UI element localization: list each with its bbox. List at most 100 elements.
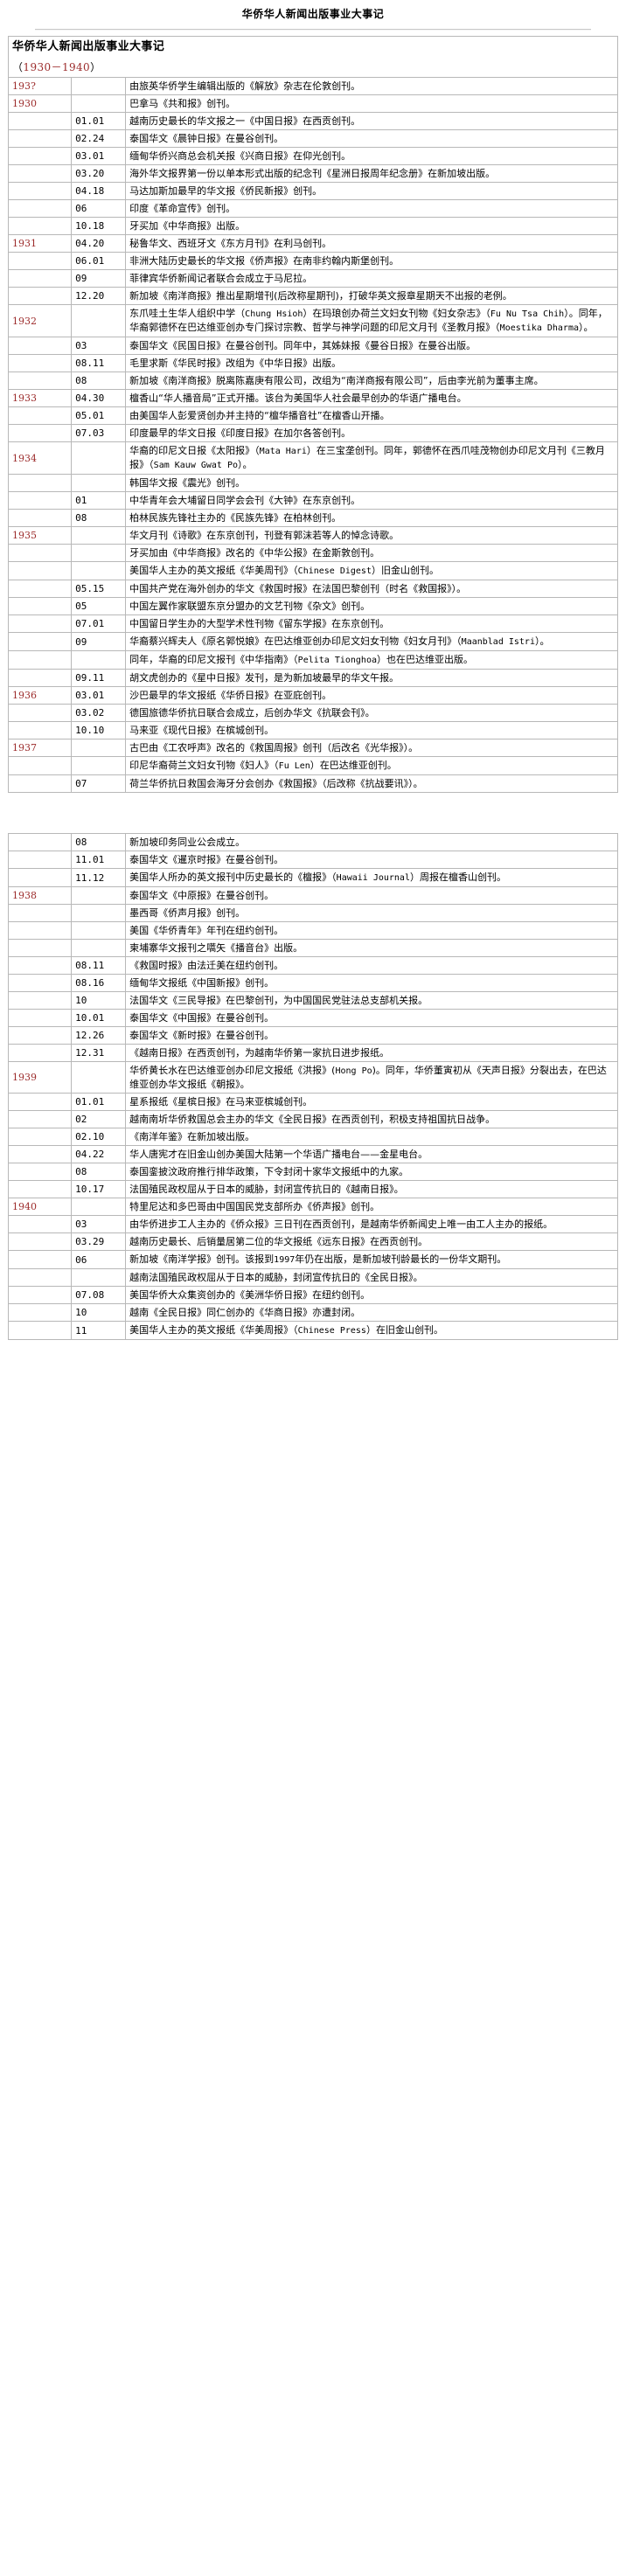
- event-cell: 印度《革命宣传》创刊。: [125, 199, 618, 218]
- year-cell: [7, 956, 73, 975]
- event-cell: 缅甸华文报纸《中国新报》创刊。: [125, 974, 618, 992]
- year-cell: [7, 904, 73, 922]
- year-cell: [7, 147, 73, 165]
- date-cell: [71, 886, 127, 905]
- table1-subtitle: （1930－1940）: [12, 61, 101, 73]
- event-cell: 新加坡《南洋学报》创刊。该报到1997年仍在出版，是新加坡刊龄最长的一份华文期刊…: [125, 1250, 618, 1269]
- table-row: 03.01 缅甸华侨兴商总会机关报《兴商日报》在仰光创刊。: [7, 147, 618, 165]
- year-cell: [7, 129, 73, 148]
- table-row: 08 新加坡《南洋商报》脱离陈嘉庚有限公司，改组为“南洋商报有限公司”，后由李光前…: [7, 371, 618, 390]
- table-row: 柬埔寨华文报刊之嚆矢《播音台》出版。: [7, 939, 618, 957]
- table-row: 04.18 马达加斯加最早的华文报《侨民新报》创刊。: [7, 182, 618, 200]
- date-cell: 05: [71, 597, 127, 615]
- event-cell: 胡文虎创办的《星中日报》发刊，是为新加坡最早的华文午报。: [125, 669, 618, 687]
- event-cell: 荷兰华侨抗日救国会海牙分会创办《救国报》（后改称《抗战要讯》）。: [125, 774, 618, 793]
- table-row: 牙买加由《中华商报》改名的《中华公报》在金斯敦创刊。: [7, 544, 618, 562]
- table1-body: 华侨华人新闻出版事业大事记 （1930－1940） 193? 由旅英华侨学生编辑出…: [7, 36, 618, 793]
- date-cell: [71, 304, 127, 337]
- event-cell: 法国殖民政权屈从于日本的威胁，封闭宣传抗日的《越南日报》。: [125, 1180, 618, 1198]
- year-cell: [7, 199, 73, 218]
- date-cell: 01: [71, 491, 127, 510]
- date-cell: 07.08: [71, 1286, 127, 1304]
- event-cell: 《南洋年鉴》在新加坡出版。: [125, 1128, 618, 1146]
- date-cell: 01.01: [71, 1093, 127, 1111]
- table-row: 04.22 华人唐宪才在旧金山创办美国大陆第一个华语广播电台——金星电台。: [7, 1145, 618, 1163]
- table-row: 10.18 牙买加《中华商报》出版。: [7, 217, 618, 235]
- event-cell: 柬埔寨华文报刊之嚆矢《播音台》出版。: [125, 939, 618, 957]
- date-cell: 10: [71, 1303, 127, 1322]
- year-cell: [7, 424, 73, 442]
- year-cell: [7, 112, 73, 130]
- event-cell: 泰国华文《中国报》在曼谷创刊。: [125, 1009, 618, 1027]
- event-cell: 越南南圻华侨救国总会主办的华文《全民日报》在西贡创刊，积极支持祖国抗日战争。: [125, 1110, 618, 1128]
- event-cell: 泰国銮披汶政府推行排华政策，下令封闭十家华文报纸中的九家。: [125, 1163, 618, 1181]
- year-cell: 1934: [7, 441, 73, 475]
- table-row: 10.10 马来亚《现代日报》在槟城创刊。: [7, 721, 618, 739]
- year-cell: [7, 1044, 73, 1062]
- table-row: 12.20 新加坡《南洋商报》推出星期增刊(后改称星期刊)，打破华英文报章星期天不…: [7, 287, 618, 305]
- event-cell: 中国左翼作家联盟东京分盟办的文艺刊物《杂文》创刊。: [125, 597, 618, 615]
- table-row: 05.15 中国共产党在海外创办的华文《救国时报》在法国巴黎创刊（时名《救国报》）…: [7, 580, 618, 598]
- year-cell: 1931: [7, 234, 73, 253]
- year-cell: [7, 704, 73, 722]
- table-row: 1936 03.01 沙巴最早的华文报纸《华侨日报》在亚庇创刊。: [7, 686, 618, 705]
- subtitle-suffix: ）: [90, 61, 101, 73]
- table-row: 08 泰国銮披汶政府推行排华政策，下令封闭十家华文报纸中的九家。: [7, 1163, 618, 1181]
- event-cell: 星系报纸《星槟日报》在马来亚槟城创刊。: [125, 1093, 618, 1111]
- event-cell: 华文月刊《诗歌》在东京创刊，刊登有郭沫若等人的悼念诗歌。: [125, 526, 618, 545]
- year-cell: [7, 1110, 73, 1128]
- event-cell: 中国留日学生办的大型学术性刊物《留东学报》在东京创刊。: [125, 614, 618, 633]
- event-cell: 柏林民族先锋社主办的《民族先锋》在柏林创刊。: [125, 509, 618, 527]
- date-cell: 12.20: [71, 287, 127, 305]
- year-cell: [7, 921, 73, 940]
- event-cell: 美国华侨大众集资创办的《美洲华侨日报》在纽约创刊。: [125, 1286, 618, 1304]
- table-row: 11.01 泰国华文《暹京时报》在曼谷创刊。: [7, 851, 618, 869]
- event-cell: 韩国华文报《震光》创刊。: [125, 474, 618, 492]
- year-cell: [7, 597, 73, 615]
- table1-subtitle-row: （1930－1940）: [8, 58, 618, 78]
- year-cell: [7, 1303, 73, 1322]
- year-cell: 1937: [7, 739, 73, 757]
- year-cell: [7, 252, 73, 270]
- table-row: 印尼华裔荷兰文妇女刊物《妇人》（Fu Len）在巴达维亚创刊。: [7, 756, 618, 775]
- date-cell: 03.02: [71, 704, 127, 722]
- date-cell: 12.26: [71, 1026, 127, 1045]
- date-cell: 10.01: [71, 1009, 127, 1027]
- document-header: 华侨华人新闻出版事业大事记: [0, 0, 626, 31]
- table-row: 美国《华侨青年》年刊在纽约创刊。: [7, 921, 618, 940]
- event-cell: 新加坡《南洋商报》推出星期增刊(后改称星期刊)，打破华英文报章星期天不出报的老例…: [125, 287, 618, 305]
- date-cell: 10: [71, 991, 127, 1010]
- table1-subtitle-cell: （1930－1940）: [8, 58, 618, 78]
- event-cell: 檀香山“华人播音局”正式开播。该台为美国华人社会最早创办的华语广播电台。: [125, 389, 618, 407]
- event-cell: 非洲大陆历史最长的华文报《侨声报》在南非约翰内斯堡创刊。: [125, 252, 618, 270]
- date-cell: [71, 77, 127, 95]
- event-cell: 美国华人主办的英文报纸《华美周报》（Chinese Press）在旧金山创刊。: [125, 1321, 618, 1340]
- year-cell: 1935: [7, 526, 73, 545]
- date-cell: 03.01: [71, 686, 127, 705]
- year-cell: 1938: [7, 886, 73, 905]
- year-cell: [7, 614, 73, 633]
- table-row: 06 新加坡《南洋学报》创刊。该报到1997年仍在出版，是新加坡刊龄最长的一份华文…: [7, 1250, 618, 1269]
- date-cell: [71, 1198, 127, 1216]
- event-cell: 泰国华文《民国日报》在曼谷创刊。同年中，其姊妹报《曼谷日报》在曼谷出版。: [125, 337, 618, 355]
- year-cell: [7, 1321, 73, 1340]
- page-title: 华侨华人新闻出版事业大事记: [241, 8, 385, 20]
- table-row: 1937 古巴由《工农呼声》改名的《救国周报》创刊（后改名《光华报》）。: [7, 739, 618, 757]
- date-cell: 07: [71, 774, 127, 793]
- year-cell: [7, 371, 73, 390]
- table-row: 03.02 德国旅德华侨抗日联合会成立，后创办华文《抗联会刊》。: [7, 704, 618, 722]
- year-cell: [7, 164, 73, 183]
- event-cell: 海外华文报界第一份以单本形式出版的纪念刊《星洲日报周年纪念册》在新加坡出版。: [125, 164, 618, 183]
- year-cell: [7, 1163, 73, 1181]
- event-cell: 印度最早的华文日报《印度日报》在加尔各答创刊。: [125, 424, 618, 442]
- table1-title: 华侨华人新闻出版事业大事记: [12, 40, 165, 53]
- date-cell: [71, 94, 127, 113]
- date-cell: 04.22: [71, 1145, 127, 1163]
- event-cell: 泰国华文《暹京时报》在曼谷创刊。: [125, 851, 618, 869]
- year-cell: 1932: [7, 304, 73, 337]
- date-cell: 08.11: [71, 354, 127, 372]
- event-cell: 泰国华文《中原报》在曼谷创刊。: [125, 886, 618, 905]
- year-cell: [7, 217, 73, 235]
- table-row: 韩国华文报《震光》创刊。: [7, 474, 618, 492]
- event-cell: 中华青年会大埔留日同学会会刊《大钟》在东京创刊。: [125, 491, 618, 510]
